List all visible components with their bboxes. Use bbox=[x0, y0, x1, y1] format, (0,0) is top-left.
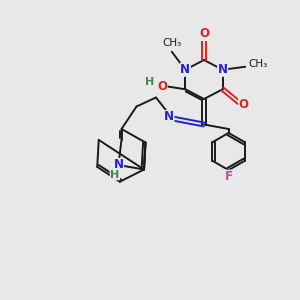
Text: N: N bbox=[164, 110, 174, 124]
Text: CH₃: CH₃ bbox=[162, 38, 182, 48]
Text: N: N bbox=[180, 63, 190, 76]
Text: O: O bbox=[239, 98, 249, 111]
Text: H: H bbox=[145, 77, 154, 87]
Text: N: N bbox=[113, 158, 124, 172]
Text: O: O bbox=[157, 80, 167, 93]
Text: F: F bbox=[225, 170, 232, 183]
Text: H: H bbox=[110, 169, 119, 180]
Text: CH₃: CH₃ bbox=[249, 59, 268, 69]
Text: O: O bbox=[199, 27, 209, 40]
Text: N: N bbox=[218, 63, 228, 76]
